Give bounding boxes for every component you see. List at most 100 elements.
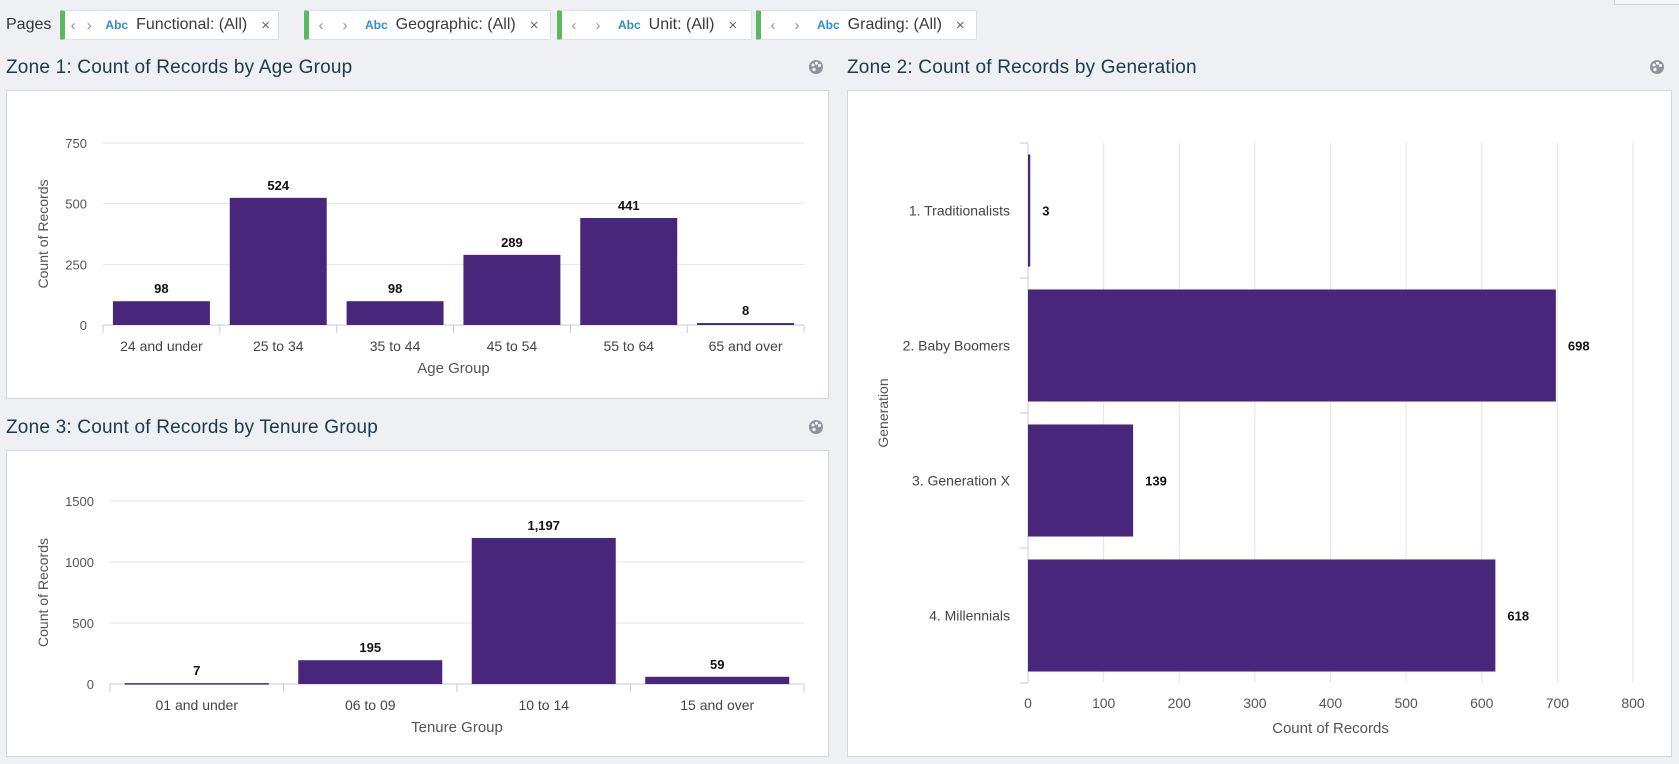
generation-chart: 0 100 200 300 400 500 600 700 800 3 1. Traditional… <box>875 142 1645 737</box>
filter-unit[interactable]: ‹ › Abc Unit: (All) × <box>557 10 752 40</box>
x-tick-label: 600 <box>1470 695 1494 711</box>
data-label: 618 <box>1507 609 1529 624</box>
y-tick-label: 1. Traditionalists <box>909 203 1010 219</box>
filter-functional[interactable]: ‹ › Abc Functional: (All) × <box>60 10 279 40</box>
close-icon[interactable]: × <box>529 16 539 34</box>
y-tick-label: 750 <box>65 136 87 151</box>
x-tick-label: 0 <box>1024 695 1032 711</box>
x-tick-label: 24 and under <box>120 338 203 354</box>
age-group-chart: 0 250 500 750 98 24 and under 524 25 to 34 98 35 … <box>35 136 805 377</box>
y-tick-label: 0 <box>80 318 87 333</box>
close-icon[interactable]: × <box>955 16 965 34</box>
next-page-icon[interactable]: › <box>342 16 348 34</box>
bar <box>645 676 790 684</box>
x-axis-title: Tenure Group <box>411 719 503 736</box>
tenure-group-chart: 0 500 1000 1500 7 01 and under 195 06 to 09 1,19… <box>35 494 805 736</box>
y-axis-title: Count of Records <box>35 538 51 647</box>
filter-label: Unit: (All) <box>648 16 715 33</box>
y-tick-label: 1000 <box>65 555 94 570</box>
bar <box>463 254 561 325</box>
string-type-icon: Abc <box>105 18 129 32</box>
palette-icon[interactable] <box>1649 59 1665 75</box>
prev-page-icon[interactable]: ‹ <box>770 16 776 34</box>
x-tick-label: 25 to 34 <box>253 338 304 354</box>
prev-page-icon[interactable]: ‹ <box>70 16 76 34</box>
bar <box>1028 424 1134 537</box>
bar <box>346 301 444 325</box>
x-tick-label: 300 <box>1243 695 1267 711</box>
zone3-title: Zone 3: Count of Records by Tenure Group <box>6 417 379 438</box>
y-tick-label: 0 <box>87 677 94 692</box>
x-tick-label: 55 to 64 <box>603 338 654 354</box>
pages-label: Pages <box>6 16 52 33</box>
zone2-title: Zone 2: Count of Records by Generation <box>847 57 1197 78</box>
zone2-panel: 0 100 200 300 400 500 600 700 800 3 1. Traditional… <box>847 90 1672 757</box>
string-type-icon: Abc <box>817 18 840 32</box>
bar <box>471 537 616 684</box>
pages-shelf: Pages ‹ › Abc Functional: (All) × ‹ › Ab… <box>0 0 1679 50</box>
y-tick-label: 500 <box>65 197 87 212</box>
x-tick-label: 15 and over <box>680 697 754 713</box>
data-label: 59 <box>710 657 724 672</box>
y-tick-label: 250 <box>65 257 87 272</box>
data-label: 3 <box>1042 204 1049 219</box>
y-tick-label: 4. Millennials <box>929 608 1010 624</box>
bar <box>580 217 678 325</box>
filter-geographic[interactable]: ‹ › Abc Geographic: (All) × <box>304 10 551 40</box>
zone1-panel: 0 250 500 750 98 24 and under 524 25 to 34 98 35 … <box>6 90 829 399</box>
palette-icon[interactable] <box>808 419 824 435</box>
prev-page-icon[interactable]: ‹ <box>571 16 577 34</box>
y-tick-label: 500 <box>72 616 94 631</box>
data-label: 289 <box>501 235 523 250</box>
data-label: 8 <box>742 303 749 318</box>
data-label: 7 <box>193 663 200 678</box>
toolbar-tab[interactable] <box>1614 0 1679 5</box>
string-type-icon: Abc <box>618 18 641 32</box>
filter-label: Functional: (All) <box>136 16 248 33</box>
bar <box>298 660 443 684</box>
data-label: 524 <box>267 178 289 193</box>
zone1-title: Zone 1: Count of Records by Age Group <box>6 57 353 78</box>
bar <box>1028 289 1556 402</box>
bar <box>697 323 795 325</box>
zone3-panel: 0 500 1000 1500 7 01 and under 195 06 to 09 1,19… <box>6 450 829 757</box>
bar <box>1028 559 1496 672</box>
x-tick-label: 700 <box>1546 695 1570 711</box>
x-tick-label: 35 to 44 <box>370 338 421 354</box>
next-page-icon[interactable]: › <box>794 16 800 34</box>
bar <box>112 301 210 325</box>
x-axis-title: Count of Records <box>1272 720 1389 737</box>
x-tick-label: 500 <box>1394 695 1418 711</box>
filter-label: Geographic: (All) <box>395 16 516 33</box>
string-type-icon: Abc <box>365 18 388 32</box>
x-tick-label: 400 <box>1319 695 1343 711</box>
next-page-icon[interactable]: › <box>595 16 601 34</box>
x-tick-label: 01 and under <box>155 697 238 713</box>
close-icon[interactable]: × <box>261 16 270 34</box>
y-tick-label: 1500 <box>65 494 94 509</box>
bar <box>124 683 269 685</box>
data-label: 195 <box>359 640 381 655</box>
x-tick-label: 65 and over <box>709 338 783 354</box>
data-label: 698 <box>1568 339 1590 354</box>
y-tick-label: 2. Baby Boomers <box>903 338 1010 354</box>
x-tick-label: 06 to 09 <box>345 697 396 713</box>
filter-grading[interactable]: ‹ › Abc Grading: (All) × <box>756 10 977 40</box>
x-tick-label: 100 <box>1092 695 1116 711</box>
filter-label: Grading: (All) <box>847 16 942 33</box>
bar <box>1028 154 1031 267</box>
prev-page-icon[interactable]: ‹ <box>318 16 324 34</box>
x-tick-label: 800 <box>1621 695 1645 711</box>
next-page-icon[interactable]: › <box>86 16 92 34</box>
data-label: 441 <box>618 198 640 213</box>
x-tick-label: 45 to 54 <box>487 338 538 354</box>
y-axis-title: Count of Records <box>35 180 51 289</box>
palette-icon[interactable] <box>808 59 824 75</box>
y-axis-title: Generation <box>875 378 891 447</box>
data-label: 98 <box>154 281 168 296</box>
close-icon[interactable]: × <box>728 16 738 34</box>
x-axis-title: Age Group <box>417 360 490 377</box>
data-label: 1,197 <box>527 518 560 533</box>
y-tick-label: 3. Generation X <box>912 473 1011 489</box>
bar <box>229 197 327 325</box>
